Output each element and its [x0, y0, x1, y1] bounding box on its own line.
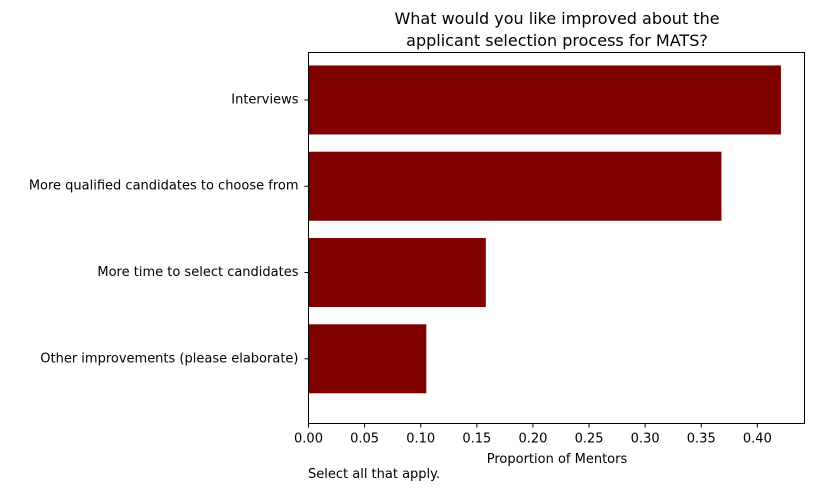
x-tick-label: 0.10 [406, 432, 435, 447]
plot-frame [308, 52, 805, 424]
bar-more-qualified-candidates-to-choose-from [308, 151, 722, 221]
y-tick-label: Interviews [231, 92, 298, 107]
x-tick-label: 0.00 [294, 432, 323, 447]
x-tick-label: 0.25 [575, 432, 604, 447]
bar-other-improvements-please-elaborate [308, 324, 427, 394]
chart-title: What would you like improved about the a… [394, 9, 719, 50]
y-tick-labels: Interviews More qualified candidates to c… [29, 92, 309, 366]
x-tick-label: 0.35 [687, 432, 716, 447]
y-tick-label: Other improvements (please elaborate) [40, 351, 298, 366]
chart-title-line-2: applicant selection process for MATS? [406, 31, 708, 50]
x-tick-label: 0.20 [518, 432, 547, 447]
x-tick-label: 0.05 [350, 432, 379, 447]
bars-group [308, 65, 781, 394]
select-all-note: Select all that apply. [308, 467, 440, 482]
x-tick-label: 0.30 [631, 432, 660, 447]
chart-title-line-1: What would you like improved about the [394, 9, 719, 28]
x-tick-label: 0.15 [462, 432, 491, 447]
y-tick-label: More qualified candidates to choose from [29, 179, 299, 194]
bar-more-time-to-select-candidates [308, 238, 486, 308]
x-tick-label: 0.40 [743, 432, 772, 447]
bar-interviews [308, 65, 781, 135]
y-tick-label: More time to select candidates [97, 265, 298, 280]
x-axis-label: Proportion of Mentors [487, 452, 628, 467]
x-ticks: 0.00 0.05 0.10 0.15 0.20 0.25 0.30 0.35 0.40 [294, 423, 772, 447]
